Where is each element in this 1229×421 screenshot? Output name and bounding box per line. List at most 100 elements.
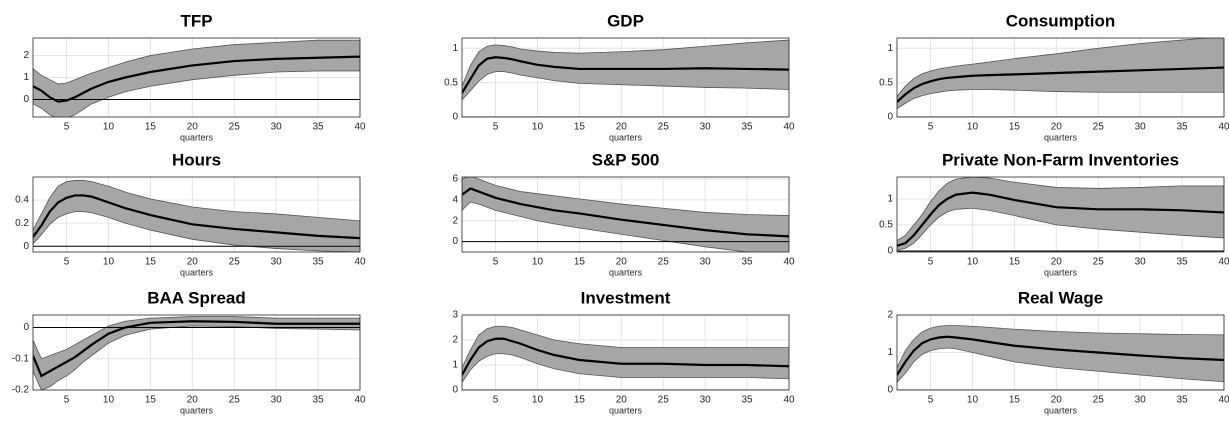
x-tick-label: 40	[354, 122, 366, 133]
x-tick-label: 15	[1009, 395, 1021, 406]
x-axis-label: quarters	[180, 267, 214, 277]
x-tick-label: 35	[313, 395, 325, 406]
y-tick-label: 1	[887, 194, 893, 205]
y-tick-label: 1	[887, 43, 893, 54]
axes-box	[32, 37, 361, 118]
y-tick-label: 0.2	[15, 218, 29, 229]
x-tick-label: 10	[532, 257, 544, 268]
x-tick-label: 35	[1177, 257, 1189, 268]
y-tick-label: 4	[452, 195, 458, 206]
x-tick-label: 15	[1009, 122, 1021, 133]
y-tick-label: 1	[23, 72, 29, 83]
x-axis-label: quarters	[1044, 132, 1078, 142]
confidence-band	[462, 325, 789, 384]
confidence-band	[33, 316, 360, 390]
x-tick-label: 5	[493, 395, 499, 406]
x-tick-label: 30	[700, 122, 712, 133]
chart-title: Private Non-Farm Inventories	[942, 150, 1179, 169]
confidence-band	[897, 177, 1224, 251]
plot-content	[897, 38, 1224, 117]
x-tick-label: 5	[928, 122, 934, 133]
y-tick-label: 0.4	[15, 195, 29, 206]
x-tick-label: 20	[616, 395, 628, 406]
x-tick-label: 25	[1093, 257, 1105, 268]
x-tick-label: 10	[532, 395, 544, 406]
axes-box	[32, 314, 361, 391]
response-line	[462, 56, 789, 94]
x-tick-label: 25	[658, 257, 670, 268]
x-tick-label: 20	[1051, 257, 1063, 268]
x-tick-label: 40	[354, 257, 366, 268]
plot-content	[462, 325, 789, 390]
response-line	[462, 187, 789, 238]
x-tick-label: 35	[742, 257, 754, 268]
y-tick-label: -0.2	[12, 385, 30, 396]
x-tick-label: 40	[783, 395, 795, 406]
x-axis-label: quarters	[180, 132, 214, 142]
y-tick-label: 1	[452, 360, 458, 371]
y-tick-label: 0.5	[879, 220, 893, 231]
axes-box	[896, 37, 1225, 118]
plot-content	[33, 39, 360, 117]
x-tick-label: 5	[493, 122, 499, 133]
plot-content	[462, 39, 789, 117]
y-tick-label: 2	[23, 50, 29, 61]
y-tick-label: 0	[23, 94, 29, 105]
x-tick-label: 40	[1218, 122, 1229, 133]
x-axis-label: quarters	[609, 267, 643, 277]
x-axis-label: quarters	[1044, 405, 1078, 415]
x-tick-label: 40	[783, 122, 795, 133]
response-line	[33, 194, 360, 240]
response-line	[33, 320, 360, 378]
x-tick-label: 5	[493, 257, 499, 268]
x-tick-label: 5	[928, 257, 934, 268]
confidence-band	[462, 177, 789, 252]
x-tick-label: 10	[532, 122, 544, 133]
x-tick-label: 20	[187, 257, 199, 268]
axes-box	[461, 37, 790, 118]
response-line	[897, 191, 1224, 247]
x-tick-label: 40	[783, 257, 795, 268]
axes-box	[461, 314, 790, 391]
plot-content	[897, 325, 1224, 390]
x-tick-label: 5	[64, 122, 70, 133]
axes-box	[461, 176, 790, 253]
response-line	[33, 55, 360, 103]
x-tick-label: 40	[1218, 395, 1229, 406]
x-tick-label: 15	[145, 257, 157, 268]
y-tick-label: 0.5	[444, 77, 458, 88]
x-tick-label: 25	[229, 257, 241, 268]
x-axis-label: quarters	[180, 405, 214, 415]
y-tick-label: 2	[452, 215, 458, 226]
y-tick-label: 0	[887, 246, 893, 257]
y-tick-label: -0.1	[12, 353, 30, 364]
x-tick-label: 30	[1135, 122, 1147, 133]
axes-box	[896, 176, 1225, 253]
x-tick-label: 15	[574, 257, 586, 268]
y-tick-label: 1	[452, 43, 458, 54]
response-line	[897, 335, 1224, 376]
x-tick-label: 40	[1218, 257, 1229, 268]
x-tick-label: 15	[145, 395, 157, 406]
x-tick-label: 35	[1177, 122, 1189, 133]
y-tick-label: 0.5	[879, 77, 893, 88]
x-tick-label: 20	[1051, 395, 1063, 406]
x-tick-label: 20	[616, 257, 628, 268]
x-tick-label: 20	[1051, 122, 1063, 133]
chart-title: GDP	[607, 11, 644, 30]
chart-title: Consumption	[1006, 11, 1116, 30]
x-tick-label: 35	[742, 395, 754, 406]
x-tick-label: 10	[103, 257, 115, 268]
x-tick-label: 30	[700, 395, 712, 406]
y-tick-label: 0	[452, 112, 458, 123]
x-tick-label: 40	[354, 395, 366, 406]
x-tick-label: 10	[103, 122, 115, 133]
chart-title: BAA Spread	[147, 288, 246, 307]
x-tick-label: 25	[1093, 122, 1105, 133]
plot-content	[33, 316, 360, 390]
x-tick-label: 35	[1177, 395, 1189, 406]
x-tick-label: 5	[928, 395, 934, 406]
y-tick-label: 6	[452, 174, 458, 185]
